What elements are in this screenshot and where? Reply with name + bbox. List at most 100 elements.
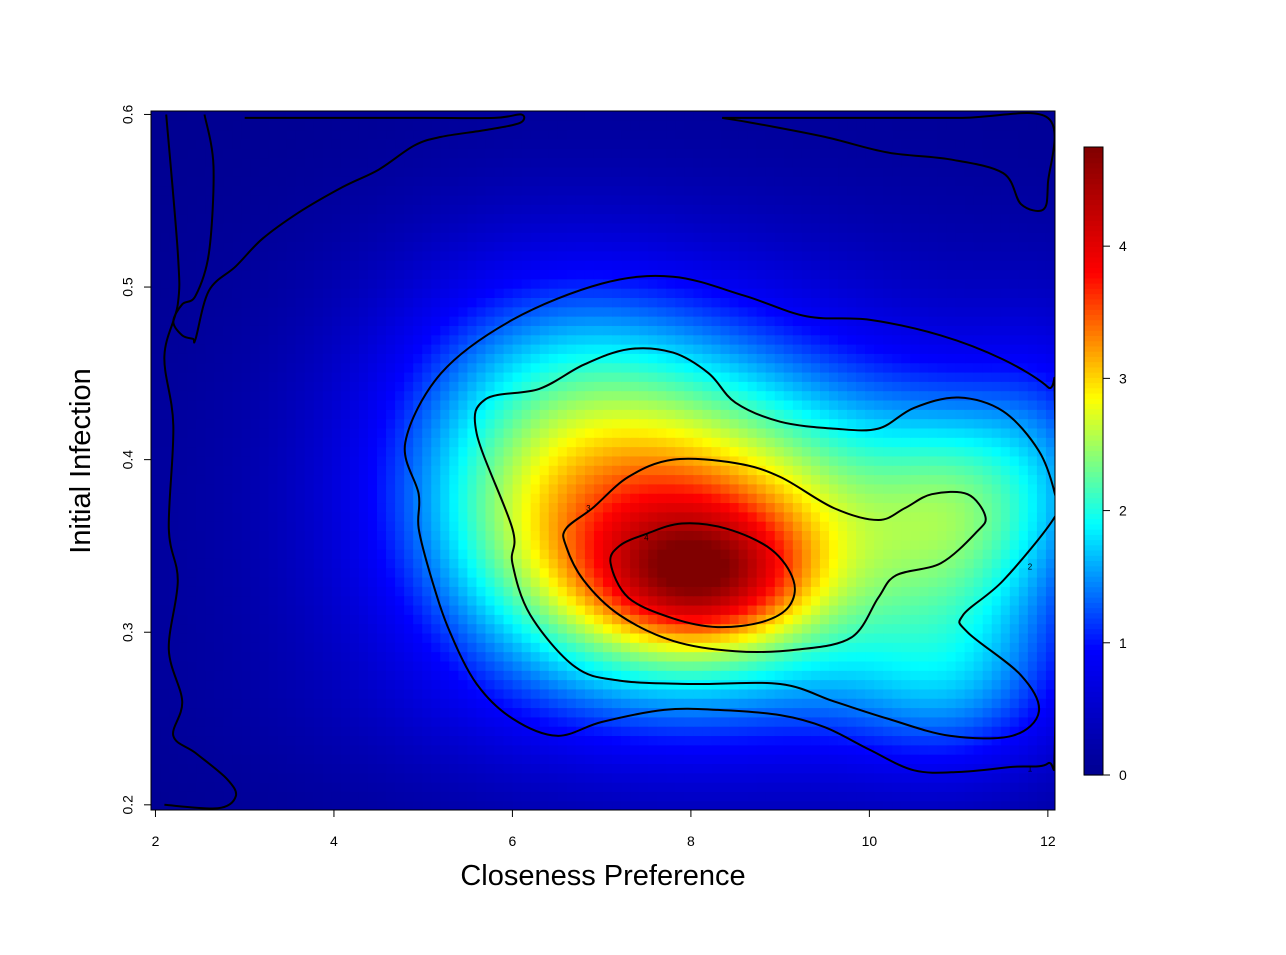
heatmap-cell [684,614,694,625]
heatmap-cell [331,763,342,774]
heatmap-cell [639,483,649,494]
heatmap-cell [1000,698,1011,709]
heatmap-cell [847,493,857,504]
heatmap-cell [639,511,649,522]
heatmap-cell [539,604,550,615]
heatmap-cell [295,772,306,783]
heatmap-cell [557,409,568,420]
heatmap-cell [964,642,975,653]
heatmap-cell [910,390,920,401]
heatmap-cell [286,455,297,466]
heatmap-cell [666,772,676,783]
heatmap-cell [657,371,667,382]
heatmap-cell [720,735,731,746]
heatmap-cell [313,772,324,783]
heatmap-cell [503,791,514,802]
heatmap-cell [449,399,459,410]
heatmap-cell [612,679,622,690]
heatmap-cell [693,483,704,494]
heatmap-cell [910,660,920,671]
heatmap-cell [521,679,532,690]
heatmap-cell [557,698,568,709]
heatmap-cell [630,381,640,392]
heatmap-cell [819,483,830,494]
heatmap-cell [829,707,839,718]
heatmap-cell [838,642,848,653]
heatmap-cell [422,465,432,476]
heatmap-cell [512,632,523,643]
heatmap-cell [702,427,713,438]
heatmap-cell [286,418,297,429]
heatmap-cell [494,465,505,476]
heatmap-cell [874,474,884,485]
heatmap-cell [702,353,713,364]
heatmap-cell [295,754,306,764]
heatmap-cell [973,539,984,550]
heatmap-cell [377,455,387,466]
heatmap-cell [196,688,206,699]
heatmap-cell [991,698,1002,709]
heatmap-cell [377,772,387,783]
heatmap-cell [440,371,450,382]
heatmap-cell [603,437,613,448]
heatmap-cell [1036,502,1047,513]
heatmap-cell [178,632,188,643]
heatmap-cell [422,744,432,755]
heatmap-cell [440,530,450,541]
heatmap-cell [819,623,830,634]
heatmap-cell [973,530,984,541]
heatmap-cell [756,446,767,457]
heatmap-cell [449,772,459,783]
heatmap-cell [801,604,812,615]
heatmap-cell [575,782,586,792]
heatmap-cell [521,763,532,774]
heatmap-cell [1018,660,1029,671]
heatmap-cell [178,754,188,764]
heatmap-cell [304,772,315,783]
heatmap-cell [774,511,785,522]
heatmap-cell [729,698,740,709]
heatmap-cell [612,670,622,681]
heatmap-cell [919,632,930,643]
heatmap-cell [386,642,396,653]
heatmap-cell [801,595,812,606]
heatmap-cell [377,744,387,755]
heatmap-cell [205,418,215,429]
heatmap-cell [250,595,261,606]
heatmap-cell [548,493,559,504]
heatmap-cell [1009,344,1020,354]
heatmap-cell [232,493,242,504]
heatmap-cell [349,455,360,466]
heatmap-cell [612,707,622,718]
heatmap-cell [1009,353,1020,364]
heatmap-cell [584,763,595,774]
heatmap-cell [440,390,450,401]
heatmap-cell [178,707,188,718]
heatmap-cell [232,595,242,606]
heatmap-cell [358,782,369,792]
heatmap-cell [729,558,740,569]
heatmap-cell [738,353,749,364]
heatmap-cell [160,577,170,587]
heatmap-cell [295,614,306,625]
heatmap-cell [883,763,893,774]
heatmap-cell [449,782,459,792]
heatmap-cell [874,493,884,504]
heatmap-cell [277,502,288,513]
heatmap-cell [1009,623,1020,634]
heatmap-cell [367,577,378,587]
heatmap-cell [648,362,658,373]
heatmap-cell [991,353,1002,364]
heatmap-cell [1036,707,1047,718]
heatmap-cell [792,353,803,364]
heatmap-cell [241,632,252,643]
heatmap-cell [277,455,288,466]
heatmap-cell [1027,651,1038,662]
heatmap-cell [548,371,559,382]
heatmap-cell [214,390,224,401]
heatmap-cell [349,390,360,401]
heatmap-cell [838,688,848,699]
heatmap-cell [729,371,740,382]
heatmap-cell [928,651,939,662]
heatmap-cell [630,455,640,466]
